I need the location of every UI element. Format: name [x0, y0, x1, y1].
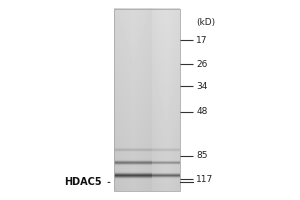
- Text: 117: 117: [196, 175, 214, 184]
- Text: (kD): (kD): [196, 18, 215, 27]
- Text: 34: 34: [196, 82, 208, 91]
- Text: HDAC5: HDAC5: [64, 177, 102, 187]
- Text: 17: 17: [196, 36, 208, 45]
- Text: 48: 48: [196, 107, 208, 116]
- Text: 26: 26: [196, 60, 208, 69]
- Bar: [114, 9, 180, 191]
- Text: 85: 85: [196, 151, 208, 160]
